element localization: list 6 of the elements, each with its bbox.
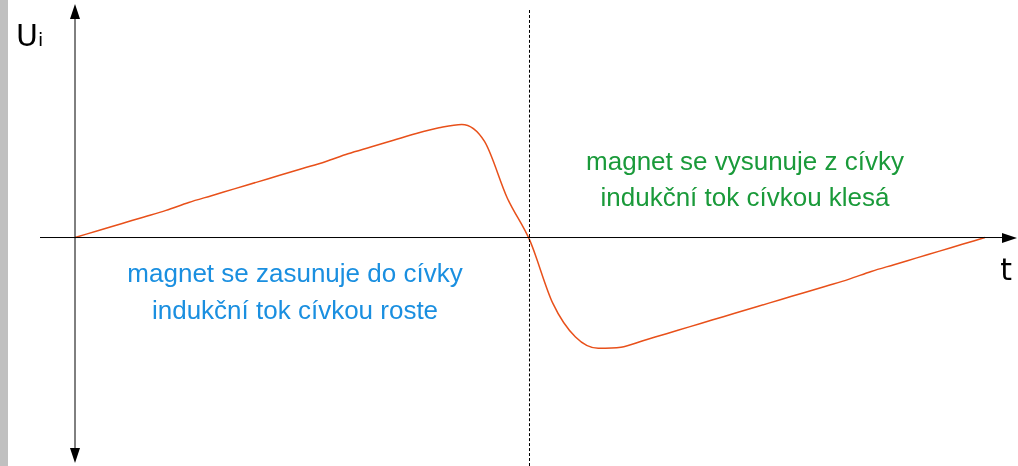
annotation: magnet se zasunuje do cívky [127,258,463,289]
annotation: indukční tok cívkou klesá [600,182,891,213]
annotation: indukční tok cívkou roste [151,295,439,326]
y-axis-title: Uᵢ [16,17,44,53]
annotation: magnet se vysunuje z cívky [586,146,904,177]
x-axis-title: t [1000,251,1013,287]
